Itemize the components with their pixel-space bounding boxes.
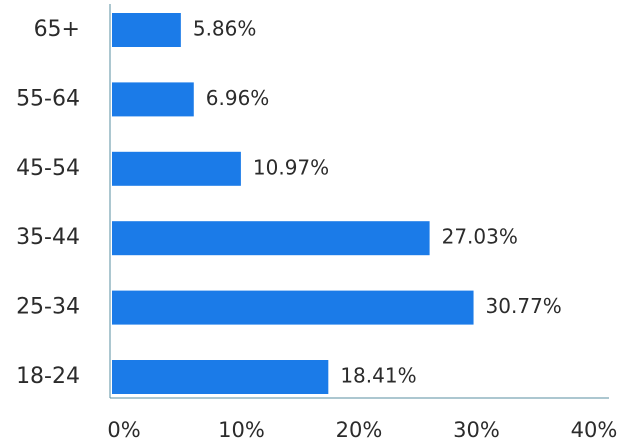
value-label: 18.41%: [340, 364, 416, 388]
value-label: 27.03%: [442, 225, 518, 249]
x-tick-label: 10%: [218, 418, 265, 439]
bar: [112, 151, 241, 186]
y-tick-label: 45-54: [16, 156, 80, 181]
value-label: 10.97%: [253, 155, 329, 179]
x-tick-label: 30%: [453, 418, 500, 439]
value-label: 6.96%: [206, 86, 270, 110]
value-label: 5.86%: [193, 17, 257, 41]
x-tick-label: 40%: [571, 418, 618, 439]
bar: [112, 290, 474, 325]
bar: [112, 13, 181, 47]
y-tick-label: 35-44: [16, 225, 80, 250]
y-tick-label: 18-24: [16, 364, 80, 389]
bar: [112, 221, 430, 256]
y-tick-label: 65+: [34, 17, 80, 42]
bar: [112, 360, 329, 394]
x-tick-label: 20%: [336, 418, 383, 439]
bar: [112, 82, 194, 117]
y-tick-label: 25-34: [16, 295, 80, 320]
y-tick-label: 55-64: [16, 86, 80, 111]
value-label: 30.77%: [486, 294, 562, 318]
x-tick-label: 0%: [107, 418, 140, 439]
